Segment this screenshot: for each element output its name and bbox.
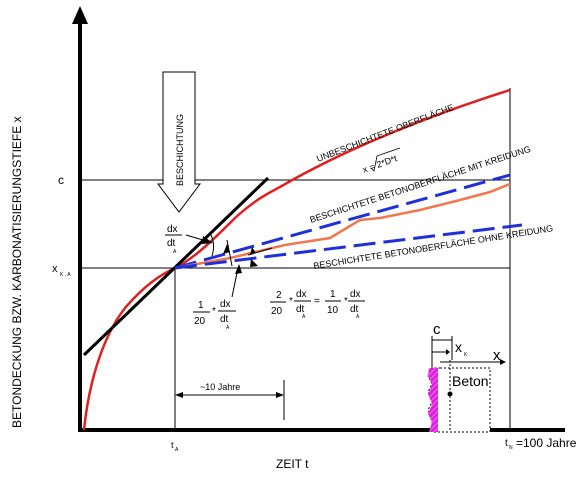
- two-num: 2: [276, 290, 282, 301]
- ta-subscript: A: [175, 447, 179, 453]
- dt-left: dt: [220, 314, 229, 325]
- x-axis-label: ZEIT t: [276, 457, 309, 471]
- mult-2: *: [289, 296, 293, 307]
- dt-mid-subscript: A: [302, 314, 306, 320]
- coated-surface-curve: [174, 182, 511, 270]
- angle-line-2: [247, 247, 273, 256]
- xka-subscript: K , A: [60, 272, 71, 278]
- c-label: c: [58, 173, 64, 187]
- ten-den: 10: [327, 305, 339, 316]
- angle-arrow-3-icon: [250, 259, 258, 267]
- dx-mid: dx: [296, 289, 307, 300]
- ten-years-label: ~10 Jahre: [200, 382, 240, 392]
- inset-concrete-outline: [427, 367, 491, 433]
- ta-label: t: [171, 440, 174, 450]
- concrete-inset: c x K x Beton: [427, 321, 506, 433]
- y-axis-arrow-icon: [72, 6, 88, 24]
- slope-arrowhead-top-icon: [202, 236, 213, 244]
- coated-with-chalking-line: [174, 173, 511, 270]
- dx-left: dx: [220, 299, 231, 310]
- coated-without-chalking-line: [174, 223, 523, 270]
- one-num: 1: [198, 300, 204, 311]
- angle-arrow-1-icon: [223, 244, 230, 254]
- formula-x-label: x = 2*D*t: [361, 153, 398, 175]
- inset-xk-arrow-icon: [446, 349, 450, 355]
- twenty-den-2: 20: [271, 306, 283, 317]
- dt-right-subscript: A: [356, 314, 360, 320]
- dx-top: dx: [167, 224, 178, 235]
- inset-aggregate-dot: [447, 391, 453, 397]
- uncoated-label: UNBESCHICHTETE OBERFLÄCHE: [315, 102, 455, 164]
- inset-c-label: c: [433, 321, 441, 338]
- tn-value: =100 Jahre: [516, 436, 577, 450]
- beschichtung-label: BESCHICHTUNG: [175, 114, 185, 186]
- angle-line-1: [226, 239, 233, 267]
- left-formula-arrowhead-icon: [235, 264, 242, 274]
- inset-xk-label: x: [455, 339, 462, 355]
- twenty-den: 20: [194, 316, 206, 327]
- dt-mid: dt: [296, 304, 305, 315]
- beschichtung-arrow-icon: [157, 71, 201, 213]
- inset-xk-subscript: K: [464, 352, 468, 358]
- ten-years-arrowhead-right-icon: [276, 392, 284, 398]
- one-num-2: 1: [330, 289, 336, 300]
- without-chalking-label: BESCHICHTETE BETONOBERFLÄCHE OHNE KREIDU…: [313, 223, 554, 271]
- dt-left-subscript: A: [226, 325, 230, 331]
- tn-subscript: N: [509, 445, 513, 451]
- dt-right: dt: [350, 304, 359, 315]
- dx-right: dx: [350, 289, 361, 300]
- tn-label: t: [505, 438, 508, 449]
- slope-arrow-top-icon: [185, 234, 204, 241]
- y-axis-label: BETONDECKUNG BZW. KARBONATISIERUNGSTIEFE…: [10, 116, 24, 428]
- angle-arc-1: [209, 232, 215, 257]
- mult-1: *: [212, 306, 216, 317]
- sqrt-sign-icon: [370, 147, 401, 172]
- xka-label: x: [52, 263, 58, 275]
- mult-3: *: [344, 296, 348, 307]
- dt-top: dt: [167, 238, 176, 249]
- inset-x-label: x: [493, 347, 501, 364]
- inset-beton-label: Beton: [452, 373, 489, 389]
- ten-years-arrowhead-left-icon: [175, 392, 183, 398]
- equals-sign: =: [314, 296, 320, 307]
- coating-hatch: [428, 368, 438, 432]
- dt-top-subscript: A: [173, 249, 177, 255]
- inset-x-arrow-icon: [500, 359, 506, 365]
